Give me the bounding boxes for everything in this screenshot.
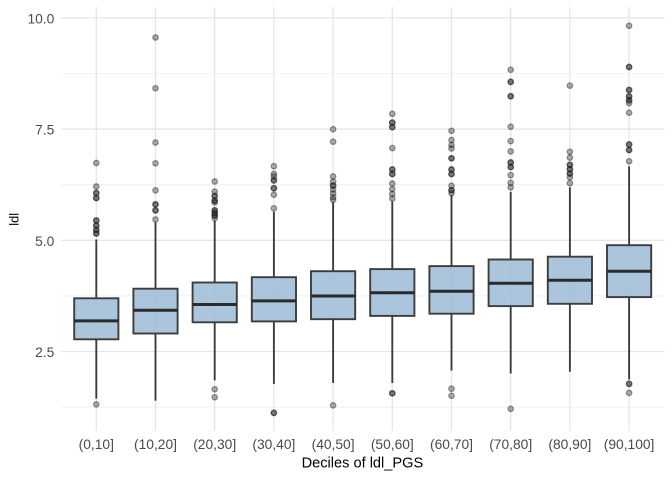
- svg-text:7.5: 7.5: [35, 123, 55, 138]
- svg-text:(10,20]: (10,20]: [134, 437, 177, 452]
- svg-text:(20,30]: (20,30]: [193, 437, 236, 452]
- svg-text:(40,50]: (40,50]: [312, 437, 355, 452]
- svg-text:ldl: ldl: [7, 213, 22, 226]
- svg-text:(60,70]: (60,70]: [430, 437, 473, 452]
- svg-text:(70,80]: (70,80]: [489, 437, 532, 452]
- svg-text:(80,90]: (80,90]: [548, 437, 591, 452]
- svg-text:(30,40]: (30,40]: [252, 437, 295, 452]
- svg-text:Deciles of ldl_PGS: Deciles of ldl_PGS: [302, 456, 424, 472]
- svg-text:(50,60]: (50,60]: [371, 437, 414, 452]
- svg-text:2.5: 2.5: [35, 345, 55, 360]
- svg-text:(90,100]: (90,100]: [604, 437, 655, 452]
- svg-text:10.0: 10.0: [27, 11, 54, 26]
- svg-text:(0,10]: (0,10]: [79, 437, 114, 452]
- svg-text:5.0: 5.0: [35, 234, 55, 249]
